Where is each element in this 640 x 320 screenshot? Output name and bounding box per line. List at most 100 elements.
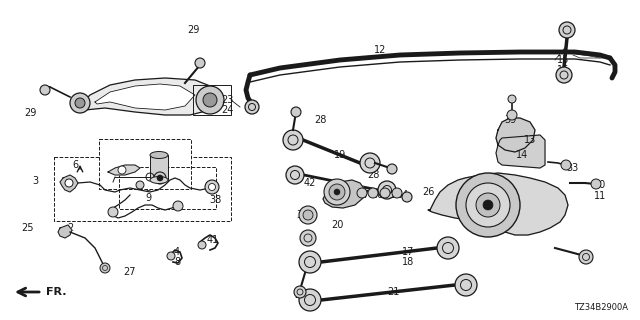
Circle shape xyxy=(324,179,350,205)
Circle shape xyxy=(561,160,571,170)
Polygon shape xyxy=(323,180,365,208)
Text: 24: 24 xyxy=(221,105,233,115)
Circle shape xyxy=(154,172,166,184)
Text: 31: 31 xyxy=(296,210,308,220)
Text: 1: 1 xyxy=(115,147,121,157)
Text: 9: 9 xyxy=(145,193,151,203)
Circle shape xyxy=(579,250,593,264)
Text: 33: 33 xyxy=(566,163,578,173)
Circle shape xyxy=(157,175,163,181)
Circle shape xyxy=(591,179,601,189)
Circle shape xyxy=(559,22,575,38)
Circle shape xyxy=(299,289,321,311)
Circle shape xyxy=(108,207,118,217)
Circle shape xyxy=(118,166,126,174)
Circle shape xyxy=(334,189,340,195)
Circle shape xyxy=(286,166,304,184)
Circle shape xyxy=(455,274,477,296)
Text: 2: 2 xyxy=(67,223,73,233)
Polygon shape xyxy=(428,173,568,235)
Circle shape xyxy=(476,193,500,217)
Circle shape xyxy=(167,252,175,260)
Text: TZ34B2900A: TZ34B2900A xyxy=(574,303,628,312)
Circle shape xyxy=(70,93,90,113)
Text: 18: 18 xyxy=(402,257,414,267)
Text: 10: 10 xyxy=(594,180,606,190)
Circle shape xyxy=(303,210,313,220)
Circle shape xyxy=(205,180,219,194)
Text: 39: 39 xyxy=(504,115,516,125)
Ellipse shape xyxy=(150,177,168,183)
Text: 22: 22 xyxy=(384,190,396,200)
Circle shape xyxy=(466,183,510,227)
Text: 21: 21 xyxy=(387,287,399,297)
Text: 34: 34 xyxy=(396,190,408,200)
Text: 37: 37 xyxy=(146,165,158,175)
Text: 17: 17 xyxy=(402,247,414,257)
Text: 8: 8 xyxy=(174,257,180,267)
Circle shape xyxy=(299,206,317,224)
Text: 7: 7 xyxy=(362,190,368,200)
Circle shape xyxy=(245,100,259,114)
Circle shape xyxy=(291,107,301,117)
Text: 41: 41 xyxy=(207,235,219,245)
Polygon shape xyxy=(95,84,195,110)
Text: 28: 28 xyxy=(294,290,306,300)
Text: 29: 29 xyxy=(187,25,199,35)
Circle shape xyxy=(203,93,217,107)
Circle shape xyxy=(100,263,110,273)
Text: 42: 42 xyxy=(304,178,316,188)
Bar xyxy=(150,155,168,180)
Polygon shape xyxy=(108,165,140,175)
Circle shape xyxy=(402,192,412,202)
Circle shape xyxy=(65,179,73,187)
Text: 6: 6 xyxy=(72,160,78,170)
Circle shape xyxy=(392,188,402,198)
Circle shape xyxy=(357,188,367,198)
FancyBboxPatch shape xyxy=(99,139,191,189)
Circle shape xyxy=(294,286,306,298)
Circle shape xyxy=(299,251,321,273)
Circle shape xyxy=(136,181,144,189)
Text: 26: 26 xyxy=(422,187,434,197)
Text: 40: 40 xyxy=(372,190,384,200)
Polygon shape xyxy=(75,78,220,115)
Text: 14: 14 xyxy=(516,150,528,160)
Circle shape xyxy=(556,67,572,83)
Circle shape xyxy=(483,200,493,210)
Text: 30: 30 xyxy=(162,170,174,180)
Text: 15: 15 xyxy=(557,55,569,65)
Text: 38: 38 xyxy=(209,195,221,205)
Circle shape xyxy=(195,58,205,68)
Text: 29: 29 xyxy=(24,108,36,118)
Text: 20: 20 xyxy=(331,220,343,230)
Ellipse shape xyxy=(150,151,168,158)
Text: 19: 19 xyxy=(334,150,346,160)
Circle shape xyxy=(283,130,303,150)
Text: 13: 13 xyxy=(524,135,536,145)
Text: 11: 11 xyxy=(594,191,606,201)
Circle shape xyxy=(196,86,224,114)
Circle shape xyxy=(40,85,50,95)
Bar xyxy=(193,85,231,115)
Text: 16: 16 xyxy=(557,65,569,75)
Text: 5: 5 xyxy=(145,183,151,193)
Text: 25: 25 xyxy=(22,223,35,233)
Text: 28: 28 xyxy=(367,170,379,180)
Text: 28: 28 xyxy=(314,115,326,125)
Circle shape xyxy=(378,181,396,199)
Circle shape xyxy=(173,201,183,211)
Text: 35: 35 xyxy=(162,150,174,160)
Circle shape xyxy=(300,230,316,246)
Circle shape xyxy=(508,95,516,103)
Circle shape xyxy=(368,188,378,198)
Circle shape xyxy=(329,184,345,200)
Circle shape xyxy=(360,153,380,173)
Polygon shape xyxy=(496,118,535,152)
Polygon shape xyxy=(496,135,545,168)
Text: 3: 3 xyxy=(32,176,38,186)
Circle shape xyxy=(380,188,390,198)
Polygon shape xyxy=(58,225,72,238)
Circle shape xyxy=(456,173,520,237)
Circle shape xyxy=(75,98,85,108)
